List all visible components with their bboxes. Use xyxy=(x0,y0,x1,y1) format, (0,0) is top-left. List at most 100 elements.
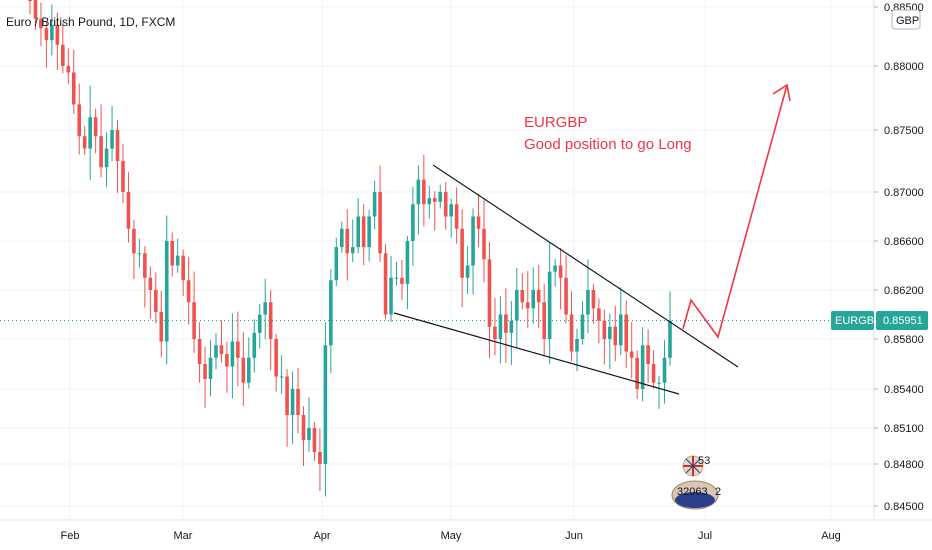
candle-up[interactable] xyxy=(438,192,443,202)
candle-down[interactable] xyxy=(170,241,175,266)
candle-down[interactable] xyxy=(241,357,246,383)
candle-down[interactable] xyxy=(181,255,185,281)
candle-down[interactable] xyxy=(525,302,530,309)
candles-layer[interactable] xyxy=(28,0,672,497)
candle-down[interactable] xyxy=(77,104,82,137)
candle-up[interactable] xyxy=(334,247,339,281)
candle-up[interactable] xyxy=(668,320,672,358)
candle-up[interactable] xyxy=(416,179,421,205)
candle-up[interactable] xyxy=(449,204,453,217)
candle-up[interactable] xyxy=(252,332,257,358)
candle-down[interactable] xyxy=(186,280,191,303)
candle-down[interactable] xyxy=(236,341,240,358)
candle-down[interactable] xyxy=(39,18,43,29)
candle-up[interactable] xyxy=(618,314,623,346)
candle-down[interactable] xyxy=(378,192,382,254)
candle-down[interactable] xyxy=(197,339,202,364)
candle-down[interactable] xyxy=(274,339,278,377)
candle-down[interactable] xyxy=(203,364,207,379)
candle-down[interactable] xyxy=(635,357,639,389)
candle-down[interactable] xyxy=(132,228,136,254)
candle-up[interactable] xyxy=(329,280,333,346)
candle-up[interactable] xyxy=(263,302,268,315)
candle-down[interactable] xyxy=(487,259,492,327)
candle-down[interactable] xyxy=(520,290,525,303)
candle-down[interactable] xyxy=(602,320,607,339)
candle-up[interactable] xyxy=(230,341,235,367)
candle-up[interactable] xyxy=(575,339,579,352)
candle-down[interactable] xyxy=(482,228,486,260)
candle-up[interactable] xyxy=(427,198,432,205)
candle-down[interactable] xyxy=(66,66,71,73)
candle-up[interactable] xyxy=(339,228,344,248)
candle-down[interactable] xyxy=(536,290,541,303)
candle-down[interactable] xyxy=(44,28,49,41)
candle-down[interactable] xyxy=(71,72,76,105)
candle-down[interactable] xyxy=(504,314,508,333)
candle-up[interactable] xyxy=(257,314,262,333)
candle-down[interactable] xyxy=(569,314,574,352)
candle-up[interactable] xyxy=(247,357,251,383)
candle-up[interactable] xyxy=(323,345,328,464)
candle-up[interactable] xyxy=(640,345,645,389)
candle-down[interactable] xyxy=(285,376,289,416)
candle-down[interactable] xyxy=(624,314,629,352)
candle-down[interactable] xyxy=(345,228,350,254)
candle-up[interactable] xyxy=(175,255,180,266)
candle-down[interactable] xyxy=(318,452,322,464)
last-price-tag[interactable] xyxy=(876,311,928,330)
coin-badge-icon[interactable] xyxy=(671,480,719,510)
candle-down[interactable] xyxy=(159,312,164,342)
candle-down[interactable] xyxy=(99,136,103,168)
candle-down[interactable] xyxy=(312,428,317,452)
candle-down[interactable] xyxy=(225,354,229,367)
candle-down[interactable] xyxy=(126,192,131,229)
candle-up[interactable] xyxy=(137,253,142,255)
candle-down[interactable] xyxy=(296,389,300,415)
candle-down[interactable] xyxy=(301,415,306,440)
candle-down[interactable] xyxy=(115,130,120,161)
candle-down[interactable] xyxy=(33,0,38,19)
candle-down[interactable] xyxy=(361,216,366,248)
price-axis[interactable]: 0.885000.880000.875000.870000.866000.862… xyxy=(874,2,924,513)
candle-up[interactable] xyxy=(662,357,667,383)
time-axis[interactable]: Feb Mar Apr May Jun Jul Aug xyxy=(61,530,841,542)
candle-down[interactable] xyxy=(219,345,224,354)
candle-up[interactable] xyxy=(608,326,612,339)
candle-up[interactable] xyxy=(290,389,295,415)
candle-down[interactable] xyxy=(55,24,60,45)
projected-path-line[interactable] xyxy=(682,84,788,339)
candle-up[interactable] xyxy=(389,277,393,315)
candle-down[interactable] xyxy=(597,308,601,321)
candle-up[interactable] xyxy=(531,290,536,309)
candle-up[interactable] xyxy=(547,271,552,339)
candle-down[interactable] xyxy=(460,228,464,278)
candle-down[interactable] xyxy=(651,364,656,383)
candle-up[interactable] xyxy=(279,376,284,378)
candle-up[interactable] xyxy=(515,290,519,321)
candle-down[interactable] xyxy=(493,326,497,339)
candle-up[interactable] xyxy=(580,314,585,340)
symbol-tag[interactable] xyxy=(831,311,874,330)
candle-down[interactable] xyxy=(143,253,147,278)
candle-up[interactable] xyxy=(411,204,415,241)
candle-down[interactable] xyxy=(82,136,87,149)
candle-down[interactable] xyxy=(558,265,563,278)
candle-up[interactable] xyxy=(307,428,311,440)
candle-down[interactable] xyxy=(454,204,459,229)
candle-up[interactable] xyxy=(88,117,92,149)
flag-badge-icon[interactable] xyxy=(682,455,704,477)
wedge-upper-trendline[interactable] xyxy=(432,164,739,368)
candle-down[interactable] xyxy=(93,117,98,137)
candle-up[interactable] xyxy=(367,216,371,248)
candle-up[interactable] xyxy=(356,216,360,248)
candle-up[interactable] xyxy=(164,241,169,342)
candle-down[interactable] xyxy=(613,326,618,346)
candle-down[interactable] xyxy=(383,253,388,315)
candle-down[interactable] xyxy=(422,179,426,205)
candle-up[interactable] xyxy=(405,241,410,284)
candle-up[interactable] xyxy=(208,357,213,379)
candle-down[interactable] xyxy=(28,0,32,1)
candle-up[interactable] xyxy=(586,290,590,315)
candle-up[interactable] xyxy=(498,314,503,340)
